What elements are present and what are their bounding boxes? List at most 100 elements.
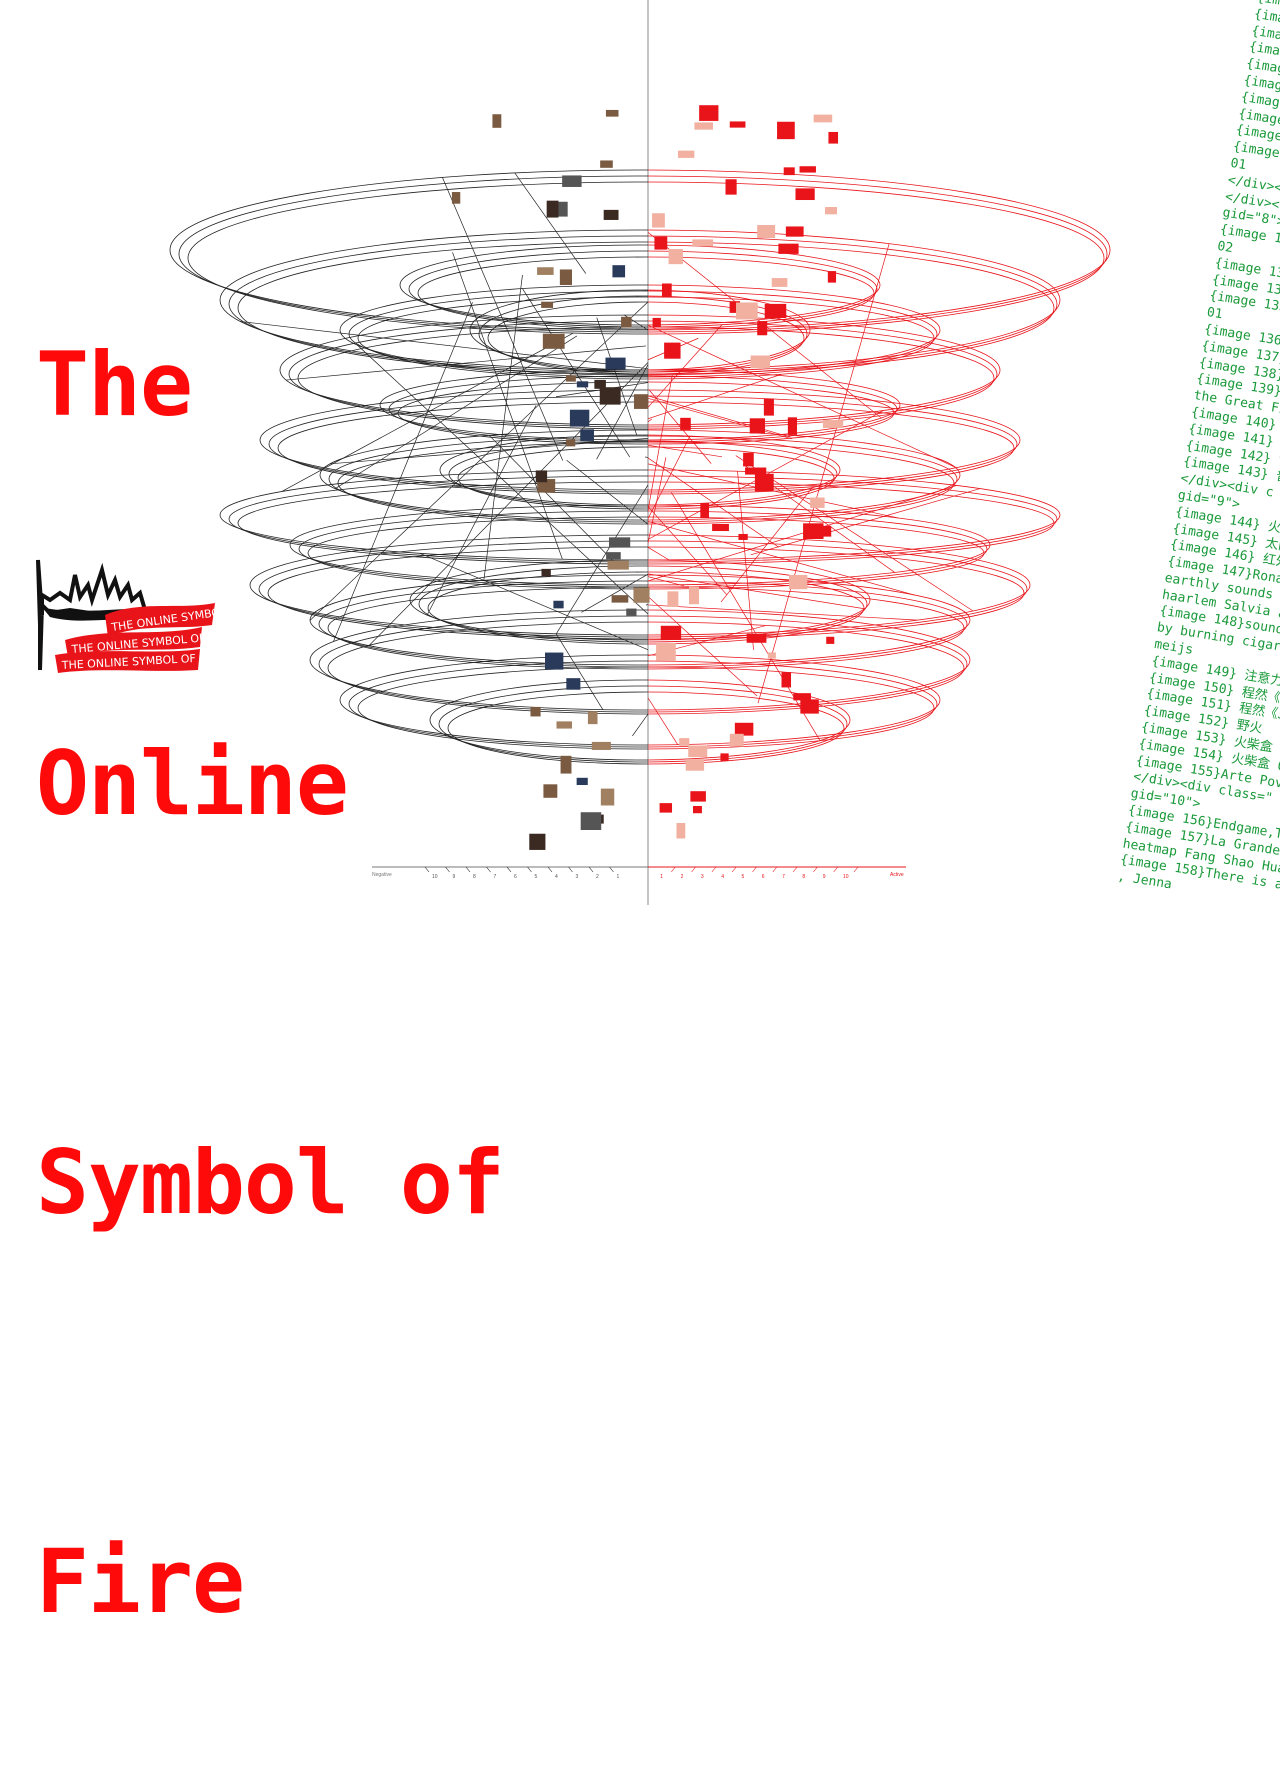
image-thumbnail bbox=[729, 733, 744, 747]
fire-symbol-visualization bbox=[169, 0, 1111, 905]
image-thumbnail bbox=[659, 803, 673, 813]
layer-ring bbox=[337, 441, 648, 525]
axis-tick bbox=[731, 866, 737, 873]
image-thumbnail bbox=[580, 429, 594, 441]
title-line: Online bbox=[36, 732, 349, 835]
image-thumbnail bbox=[611, 595, 629, 603]
image-thumbnail bbox=[633, 587, 650, 603]
connector-line bbox=[757, 243, 890, 704]
axis-tick bbox=[833, 866, 838, 873]
layer-ring bbox=[429, 679, 648, 761]
connector-line bbox=[648, 374, 782, 420]
image-thumbnail bbox=[720, 753, 729, 761]
axis-active-label: Active bbox=[890, 872, 904, 878]
layer-ring bbox=[648, 320, 998, 428]
image-thumbnail bbox=[738, 533, 748, 540]
image-thumbnail bbox=[679, 738, 690, 746]
layer-ring bbox=[309, 609, 648, 711]
connector-line bbox=[648, 604, 918, 621]
layer-ring bbox=[648, 615, 968, 713]
image-thumbnail bbox=[608, 537, 631, 548]
layer-ring bbox=[648, 169, 1111, 331]
image-thumbnail bbox=[734, 722, 754, 736]
layer-ring bbox=[648, 434, 841, 506]
axis-tick bbox=[711, 866, 717, 873]
tick-label-negative: 9 bbox=[452, 874, 456, 880]
tick-label-negative: 2 bbox=[596, 874, 599, 880]
layer-ring bbox=[648, 441, 955, 525]
layer-ring bbox=[427, 571, 648, 645]
layer-ring bbox=[648, 256, 875, 330]
layer-ring bbox=[297, 326, 648, 430]
connector-line bbox=[648, 410, 884, 540]
image-thumbnail bbox=[746, 633, 767, 643]
connector-line bbox=[673, 316, 682, 665]
layer-ring bbox=[648, 446, 835, 510]
tick-label-active: 2 bbox=[680, 874, 684, 880]
tick-label-negative: 1 bbox=[616, 874, 620, 880]
tick-label-negative: 5 bbox=[534, 874, 538, 880]
layer-ring bbox=[178, 175, 648, 333]
layer-ring bbox=[648, 685, 848, 763]
image-thumbnail bbox=[605, 109, 619, 117]
layer-ring bbox=[288, 320, 648, 428]
axis-tick bbox=[691, 866, 696, 873]
layer-ring bbox=[418, 565, 648, 643]
layer-ring bbox=[339, 284, 648, 376]
image-thumbnail bbox=[543, 784, 558, 798]
image-thumbnail bbox=[541, 568, 551, 577]
layer-ring bbox=[648, 250, 878, 328]
image-thumbnail bbox=[668, 249, 683, 265]
layer-ring bbox=[648, 181, 1105, 335]
image-thumbnail bbox=[729, 121, 746, 128]
layer-ring bbox=[487, 301, 648, 375]
image-thumbnail bbox=[827, 271, 837, 283]
image-thumbnail bbox=[537, 479, 556, 493]
layer-ring bbox=[357, 666, 648, 750]
layer-ring bbox=[648, 571, 865, 645]
image-thumbnail bbox=[685, 759, 705, 771]
layer-ring bbox=[648, 369, 901, 441]
image-thumbnail bbox=[537, 267, 554, 275]
image-thumbnail bbox=[743, 452, 754, 467]
connector-line bbox=[419, 553, 648, 651]
layer-ring bbox=[478, 295, 648, 373]
image-thumbnail bbox=[810, 497, 825, 508]
connector-line bbox=[329, 437, 648, 465]
layer-ring bbox=[327, 621, 648, 715]
image-thumbnail bbox=[591, 741, 611, 750]
layer-ring bbox=[648, 290, 938, 378]
axis-tick bbox=[853, 866, 859, 873]
image-thumbnail bbox=[530, 706, 541, 717]
tick-label-active: 4 bbox=[721, 874, 724, 880]
connector-line bbox=[648, 397, 792, 440]
image-thumbnail bbox=[576, 381, 589, 388]
image-thumbnail bbox=[600, 160, 613, 168]
layer-ring bbox=[648, 429, 961, 521]
layer-ring bbox=[648, 679, 851, 761]
connector-line bbox=[648, 697, 679, 745]
connector-line bbox=[648, 595, 758, 697]
connector-line bbox=[522, 288, 631, 458]
image-thumbnail bbox=[660, 625, 682, 640]
negative-layers bbox=[169, 169, 867, 765]
connector-line bbox=[750, 488, 981, 556]
title-line: Symbol of bbox=[36, 1131, 505, 1234]
image-thumbnail bbox=[785, 226, 804, 237]
layer-ring bbox=[258, 540, 648, 638]
tick-label-negative: 10 bbox=[432, 874, 438, 880]
layer-ring bbox=[169, 169, 648, 331]
image-thumbnail bbox=[764, 303, 787, 319]
connector-line bbox=[555, 382, 648, 398]
layer-ring bbox=[447, 691, 648, 765]
axis-tick bbox=[445, 866, 450, 873]
image-thumbnail bbox=[535, 470, 548, 483]
layer-ring bbox=[319, 429, 648, 521]
image-thumbnail bbox=[661, 283, 672, 298]
layer-ring bbox=[648, 469, 1061, 561]
connector-line bbox=[758, 327, 867, 696]
image-thumbnail bbox=[565, 439, 576, 447]
image-thumbnail bbox=[606, 552, 621, 560]
axis-tick bbox=[486, 866, 491, 873]
connector-line bbox=[648, 457, 779, 548]
